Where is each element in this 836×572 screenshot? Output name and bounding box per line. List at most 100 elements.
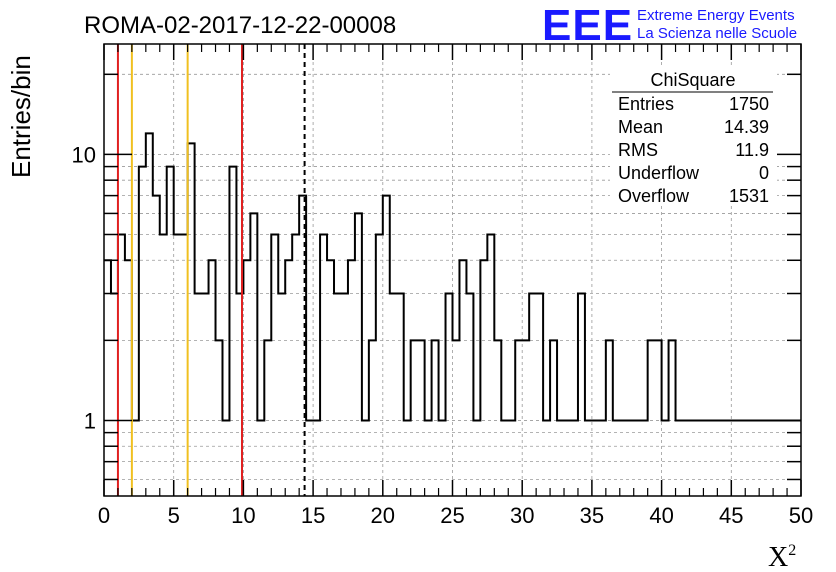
stats-label: Entries — [618, 94, 674, 114]
histogram-bin — [425, 420, 432, 496]
histogram-bin — [466, 294, 473, 496]
histogram-bin — [766, 420, 773, 496]
x-tick-label: 45 — [719, 503, 743, 528]
histogram-outline — [104, 132, 801, 422]
histogram-bin — [125, 260, 132, 496]
stats-label: RMS — [618, 140, 658, 160]
histogram-bin — [104, 260, 111, 496]
histogram-bin — [759, 420, 766, 496]
histogram-bin — [341, 294, 348, 496]
x-tick-label: 0 — [98, 503, 110, 528]
histogram-bin — [313, 420, 320, 496]
histogram-bin — [153, 196, 160, 496]
histogram-bin — [564, 420, 571, 496]
histogram-bin — [710, 420, 717, 496]
histogram-bin — [571, 420, 578, 496]
histogram-bin — [243, 260, 250, 496]
histogram-bin — [731, 420, 738, 496]
histogram-bin — [216, 340, 223, 496]
histogram-bin — [369, 340, 376, 496]
y-axis-ticks: 1 10 — [72, 73, 801, 481]
histogram-bin — [599, 420, 606, 496]
histogram-bin — [195, 294, 202, 496]
histogram-bin — [418, 340, 425, 496]
histogram-bin — [738, 420, 745, 496]
histogram-bin — [522, 340, 529, 496]
histogram-bin — [648, 340, 655, 496]
stats-value: 14.39 — [724, 117, 769, 137]
histogram-bin — [446, 294, 453, 496]
histogram-bin — [209, 260, 216, 496]
histogram-bin — [390, 294, 397, 496]
x-tick-label: 20 — [371, 503, 395, 528]
histogram-bin — [327, 260, 334, 496]
histogram-bin — [780, 420, 787, 496]
histogram-bin — [641, 420, 648, 496]
histogram-bin — [439, 420, 446, 496]
histogram-bin — [264, 340, 271, 496]
x-tick-label: 50 — [789, 503, 813, 528]
histogram-bin — [334, 294, 341, 496]
histogram-bin — [480, 260, 487, 496]
histogram-bin — [132, 420, 139, 496]
histogram-bin — [655, 340, 662, 496]
histogram-bin — [271, 234, 278, 496]
histogram-bin — [592, 420, 599, 496]
histogram-bin — [411, 340, 418, 496]
histogram-bin — [292, 234, 299, 496]
histogram-bin — [494, 340, 501, 496]
histogram-bin — [285, 260, 292, 496]
histogram-bin — [676, 420, 683, 496]
histogram-bin — [362, 420, 369, 496]
eee-logo: EEE Extreme Energy Events La Scienza nel… — [542, 1, 797, 50]
stats-value: 1531 — [729, 186, 769, 206]
histogram-bin — [550, 340, 557, 496]
stats-title: ChiSquare — [650, 70, 735, 90]
y-axis-label: Entries/bin — [6, 55, 36, 178]
stats-value: 0 — [759, 163, 769, 183]
x-tick-label: 30 — [510, 503, 534, 528]
histogram-bin — [669, 340, 676, 496]
histogram-bin — [745, 420, 752, 496]
histogram-bin — [613, 420, 620, 496]
histogram-bin — [139, 167, 146, 496]
histogram-bin — [508, 420, 515, 496]
stats-label: Underflow — [618, 163, 700, 183]
histogram-bin — [606, 340, 613, 496]
histogram-bin — [557, 420, 564, 496]
histogram-bin — [174, 234, 181, 496]
chart-title: ROMA-02-2017-12-22-00008 — [84, 12, 396, 39]
histogram-bin — [627, 420, 634, 496]
stats-box-bg — [610, 65, 777, 205]
histogram-bin — [118, 234, 125, 496]
histogram-bin — [250, 213, 257, 496]
y-tick-label: 1 — [84, 408, 96, 433]
x-tick-label: 25 — [440, 503, 464, 528]
histogram-bars — [104, 132, 801, 496]
stats-box: ChiSquare Entries 1750 Mean 14.39 RMS 11.9 Und… — [610, 65, 777, 206]
histogram-bin — [515, 340, 522, 496]
histogram-bin — [167, 167, 174, 496]
histogram-bin — [355, 213, 362, 496]
histogram-bin — [432, 340, 439, 496]
x-tick-label: 40 — [649, 503, 673, 528]
x-tick-label: 5 — [168, 503, 180, 528]
histogram-bin — [724, 420, 731, 496]
histogram-bin — [257, 420, 264, 496]
histogram-bin — [181, 234, 188, 496]
stats-label: Overflow — [618, 186, 690, 206]
x-tick-label: 15 — [301, 503, 325, 528]
histogram-bin — [703, 420, 710, 496]
histogram-bin — [683, 420, 690, 496]
histogram-bin — [773, 420, 780, 496]
histogram-bin — [543, 420, 550, 496]
x-axis-label: X2 — [768, 542, 796, 572]
histogram-bin — [160, 234, 167, 496]
histogram-bin — [188, 143, 195, 496]
x-tick-label: 35 — [580, 503, 604, 528]
histogram-bin — [111, 294, 118, 496]
histogram-bin — [222, 420, 229, 496]
logo-mark: EEE — [542, 1, 633, 50]
histogram-bin — [787, 420, 794, 496]
